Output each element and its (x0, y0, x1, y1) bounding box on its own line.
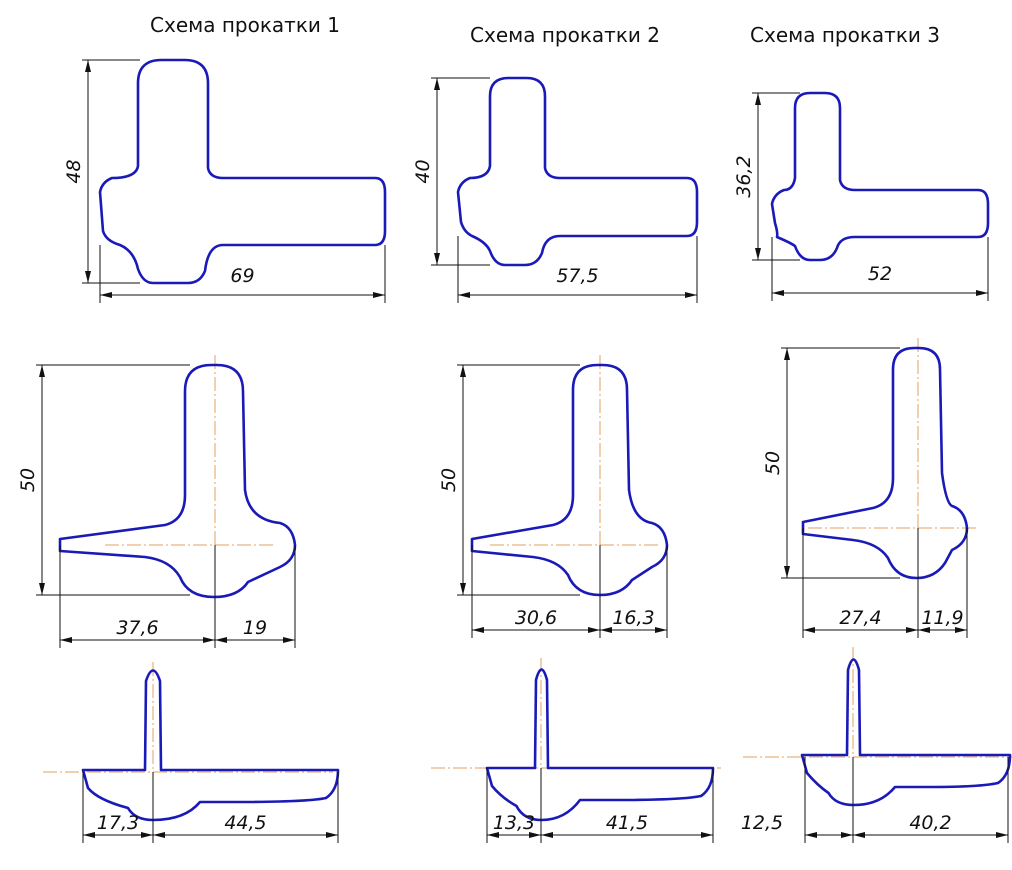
dimension-arrow (772, 290, 784, 296)
dimension-label: 40,2 (909, 812, 951, 834)
dimension-label: 44,5 (224, 812, 266, 834)
dimension-arrow (685, 292, 697, 298)
dimension-arrow (655, 627, 667, 633)
profile-outline (485, 668, 715, 822)
dimension-arrow (215, 637, 227, 643)
dimension-arrow (203, 637, 215, 643)
dimension-label: 50 (438, 468, 460, 492)
dimension-arrow (326, 832, 338, 838)
dimension-arrow (85, 271, 91, 283)
profile-outline (801, 346, 969, 580)
profile-outline (456, 76, 699, 267)
dimension-arrow (784, 566, 790, 578)
scheme-title: Схема прокатки 3 (750, 23, 940, 47)
dimension-arrow (458, 292, 470, 298)
dimension-arrow (460, 583, 466, 595)
dimension-arrow (434, 78, 440, 90)
dimension-label: 37,6 (116, 617, 158, 639)
profile-outline (800, 658, 1012, 807)
dimension-arrow (976, 290, 988, 296)
dimension-label: 16,3 (612, 607, 654, 629)
dimension-arrow (83, 832, 95, 838)
profile-outline (98, 58, 387, 285)
profile-outline (58, 363, 297, 599)
dimension-label: 69 (230, 265, 254, 287)
dimension-arrow (803, 627, 815, 633)
dimension-label: 40 (412, 159, 434, 183)
dimension-arrow (487, 832, 499, 838)
dimension-label: 19 (243, 617, 267, 639)
dimension-label: 17,3 (97, 812, 139, 834)
dimension-arrow (85, 60, 91, 72)
dimension-arrow (853, 832, 865, 838)
profile-outline (81, 669, 340, 822)
dimension-arrow (460, 365, 466, 377)
dimension-label: 57,5 (556, 265, 598, 287)
dimension-label: 50 (17, 468, 39, 492)
dimension-arrow (805, 832, 817, 838)
scheme-title: Схема прокатки 2 (470, 23, 660, 47)
dimension-arrow (472, 627, 484, 633)
dimension-label: 50 (762, 451, 784, 475)
dimension-arrow (701, 832, 713, 838)
dimension-arrow (755, 93, 761, 105)
dimension-arrow (841, 832, 853, 838)
dimension-arrow (541, 832, 553, 838)
dimension-label: 41,5 (606, 812, 648, 834)
dimension-arrow (39, 583, 45, 595)
scheme-title: Схема прокатки 1 (150, 13, 340, 37)
dimension-arrow (283, 637, 295, 643)
dimension-arrow (100, 292, 112, 298)
dimension-arrow (434, 253, 440, 265)
dimension-label: 48 (63, 159, 85, 183)
dimension-arrow (39, 365, 45, 377)
dimension-arrow (600, 627, 612, 633)
dimension-label: 27,4 (839, 607, 881, 629)
dimension-arrow (141, 832, 153, 838)
profile-outline (470, 363, 669, 597)
dimension-arrow (755, 248, 761, 260)
dimension-label: 30,6 (515, 607, 557, 629)
dimension-arrow (784, 348, 790, 360)
dimension-arrow (996, 832, 1008, 838)
dimension-label: 12,5 (741, 812, 783, 834)
dimension-arrow (153, 832, 165, 838)
dimension-arrow (529, 832, 541, 838)
dimension-label: 11,9 (921, 607, 963, 629)
dimension-arrow (588, 627, 600, 633)
dimension-label: 13,3 (493, 812, 535, 834)
profile-outline (770, 91, 990, 262)
dimension-arrow (918, 627, 930, 633)
dimension-label: 36,2 (733, 155, 755, 197)
dimension-arrow (373, 292, 385, 298)
dimension-arrow (60, 637, 72, 643)
dimension-label: 52 (868, 263, 892, 285)
dimension-arrow (955, 627, 967, 633)
dimension-arrow (906, 627, 918, 633)
